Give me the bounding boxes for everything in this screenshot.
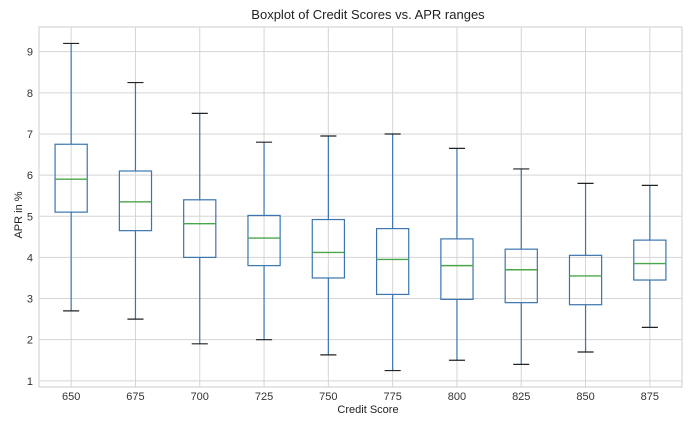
iqr-box [54,143,88,213]
iqr-box [311,218,346,279]
iqr-box [183,199,217,259]
box-825 [504,168,538,365]
box-650 [54,42,88,312]
x-tick-label: 800 [448,391,466,403]
plot-area [38,26,683,388]
x-tick-label: 875 [641,391,659,403]
x-axis-label: Credit Score [337,404,398,416]
y-tick-label: 6 [27,170,33,182]
x-tick-label: 750 [319,391,337,403]
box-850 [568,182,603,353]
y-axis-label: APR in % [13,191,25,238]
y-tick-label: 9 [27,47,33,59]
y-tick-label: 7 [27,129,33,141]
x-tick-label: 725 [255,391,273,403]
y-tick-label: 3 [27,294,33,306]
box-875 [633,184,667,328]
x-tick-label: 650 [62,391,80,403]
x-tick-label: 850 [576,391,594,403]
y-tick-label: 5 [27,211,33,223]
y-tick-label: 1 [27,376,33,388]
box-725 [247,141,281,341]
x-tick-label: 700 [191,391,209,403]
box-800 [440,147,474,361]
iqr-box [504,248,538,304]
x-tick-label: 825 [512,391,530,403]
y-tick-label: 2 [27,335,33,347]
y-tick-label: 8 [27,88,33,100]
iqr-box [568,254,603,306]
iqr-box [247,214,281,267]
x-tick-label: 675 [126,391,144,403]
iqr-box [375,228,410,296]
box-700 [183,112,217,345]
chart-title: Boxplot of Credit Scores vs. APR ranges [251,7,485,22]
y-tick-label: 4 [27,252,33,264]
box-775 [375,133,410,372]
iqr-box [633,239,667,281]
x-tick-label: 775 [383,391,401,403]
iqr-box [118,170,153,232]
box-675 [118,81,153,320]
box-750 [311,135,346,356]
iqr-box [440,238,474,300]
